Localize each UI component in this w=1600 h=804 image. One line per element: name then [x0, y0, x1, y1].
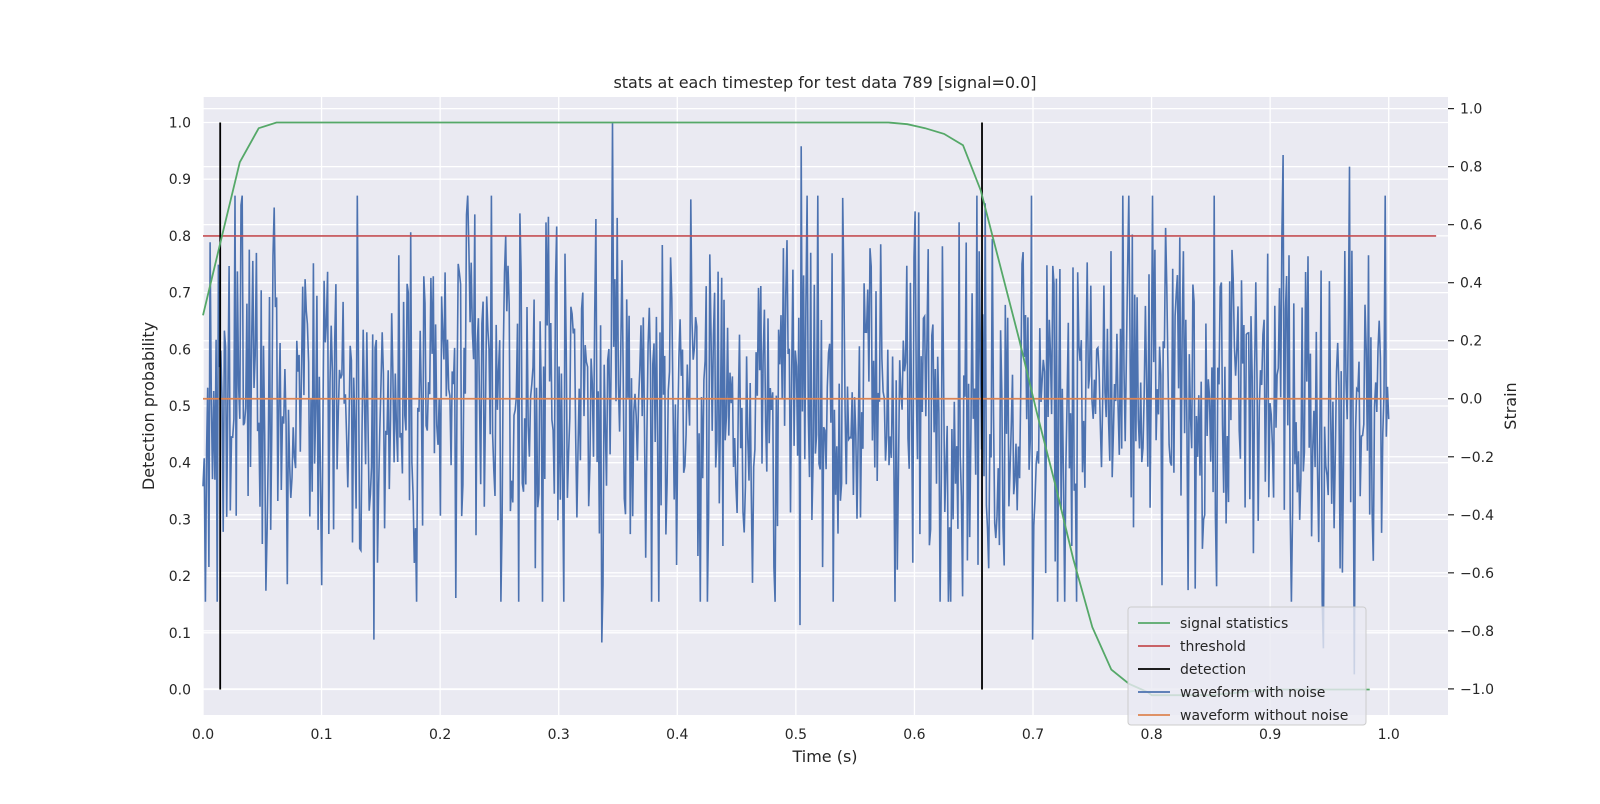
y-tick-label: 0.9 — [169, 172, 191, 188]
x-tick-label: 0.0 — [192, 727, 214, 743]
y-tick-label: 1.0 — [169, 116, 191, 132]
y-tick-label: 0.6 — [169, 342, 191, 358]
y-right-tick-label: −0.4 — [1460, 508, 1494, 524]
axes: 0.0 0.1 0.2 0.3 0.4 0.5 0.6 0.7 0.8 0.9 1.0 −1.0 −0.… — [169, 102, 1494, 743]
legend-label: signal statistics — [1180, 616, 1288, 632]
y-right-tick-label: −0.2 — [1460, 450, 1494, 466]
y-tick-label: 0.7 — [169, 286, 191, 302]
y-right-tick-label: 0.4 — [1460, 276, 1482, 292]
y-right-tick-label: 0.2 — [1460, 334, 1482, 350]
legend-label: waveform without noise — [1180, 708, 1348, 724]
y-right-tick-label: −0.8 — [1460, 624, 1494, 640]
series-waveform-with-noise — [202, 123, 1390, 675]
x-tick-label: 1.0 — [1378, 727, 1400, 743]
y-right-tick-label: −0.6 — [1460, 566, 1494, 582]
x-tick-label: 0.3 — [548, 727, 570, 743]
x-tick-label: 0.1 — [310, 727, 332, 743]
chart-title: stats at each timestep for test data 789… — [613, 73, 1036, 92]
y-tick-label: 0.3 — [169, 512, 191, 528]
y-right-tick-label: 0.0 — [1460, 392, 1482, 408]
y-tick-label: 0.5 — [169, 399, 191, 415]
x-axis-label: Time (s) — [791, 747, 857, 766]
x-tick-label: 0.9 — [1259, 727, 1281, 743]
y-tick-label: 0.2 — [169, 569, 191, 585]
y-right-tick-label: −1.0 — [1460, 682, 1494, 698]
x-tick-label: 0.4 — [666, 727, 688, 743]
x-tick-label: 0.8 — [1140, 727, 1162, 743]
y-tick-label: 0.1 — [169, 626, 191, 642]
x-tick-label: 0.7 — [1022, 727, 1044, 743]
legend-label: detection — [1180, 662, 1246, 678]
y-right-tick-label: 1.0 — [1460, 102, 1482, 118]
legend-label: waveform with noise — [1180, 685, 1325, 701]
y-tick-label: 0.0 — [169, 682, 191, 698]
legend: signal statistics threshold detection wavef… — [1127, 606, 1367, 726]
y-tick-label: 0.4 — [169, 456, 191, 472]
y-right-tick-label: 0.8 — [1460, 160, 1482, 176]
y-tick-label: 0.8 — [169, 229, 191, 245]
y-axis-label-left: Detection probability — [139, 322, 158, 490]
y-axis-label-right: Strain — [1501, 382, 1520, 429]
x-tick-label: 0.5 — [785, 727, 807, 743]
chart-marks — [202, 121, 1437, 697]
y-right-tick-label: 0.6 — [1460, 218, 1482, 234]
legend-box — [1127, 606, 1367, 726]
x-tick-label: 0.6 — [903, 727, 925, 743]
x-tick-label: 0.2 — [429, 727, 451, 743]
legend-label: threshold — [1180, 639, 1246, 655]
